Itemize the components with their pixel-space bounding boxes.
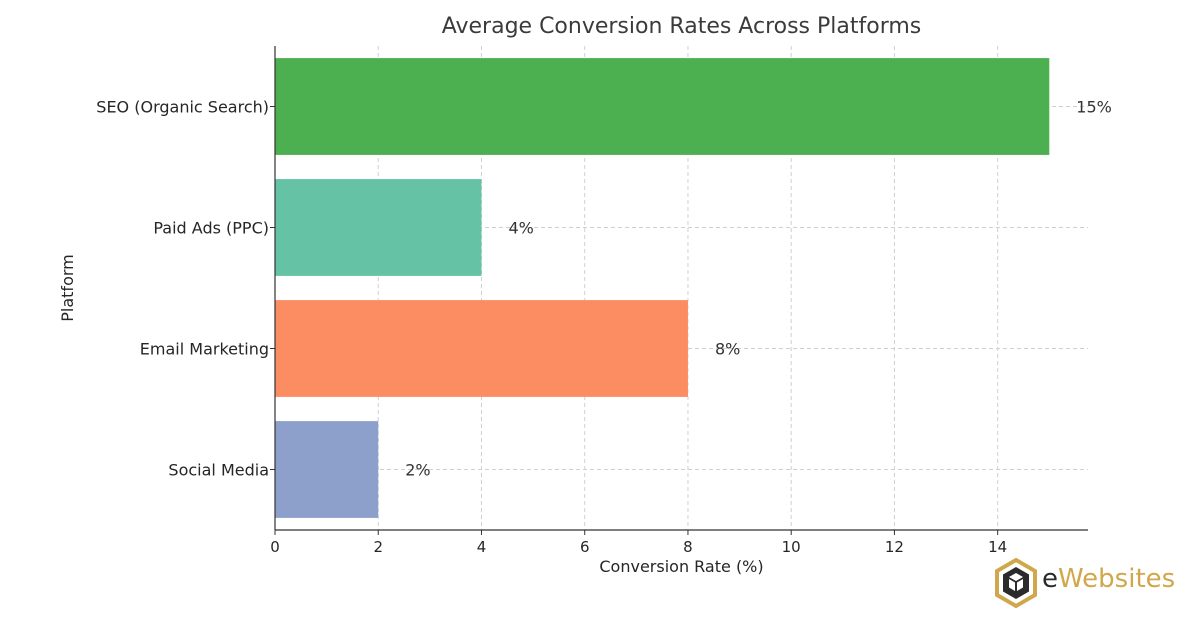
x-tick-label: 12 — [885, 538, 904, 556]
logo-text: eWebsites — [1042, 564, 1176, 594]
x-tick-label: 2 — [373, 538, 383, 556]
bar — [275, 58, 1050, 155]
cube-logo-icon — [995, 558, 1037, 608]
x-tick-label: 4 — [477, 538, 487, 556]
x-tick-label: 10 — [782, 538, 801, 556]
x-tick-label: 14 — [988, 538, 1007, 556]
chart-title: Average Conversion Rates Across Platform… — [441, 14, 922, 39]
y-axis-label: Platform — [58, 254, 77, 321]
y-tick-label: Paid Ads (PPC) — [153, 219, 269, 238]
y-tick-label: SEO (Organic Search) — [96, 98, 269, 117]
data-label: 15% — [1076, 98, 1112, 117]
data-label: 4% — [508, 219, 533, 238]
x-axis-label: Conversion Rate (%) — [599, 557, 763, 576]
ewebsites-logo: eWebsites — [994, 558, 1184, 608]
y-tick-label: Email Marketing — [140, 340, 269, 359]
data-label: 2% — [405, 461, 430, 480]
bar — [275, 300, 688, 397]
y-tick-label: Social Media — [168, 461, 269, 480]
data-label: 8% — [715, 340, 740, 359]
x-tick-label: 6 — [580, 538, 590, 556]
x-tick-label: 8 — [683, 538, 693, 556]
x-tick-label: 0 — [270, 538, 280, 556]
bar — [275, 179, 482, 276]
bar — [275, 421, 379, 518]
